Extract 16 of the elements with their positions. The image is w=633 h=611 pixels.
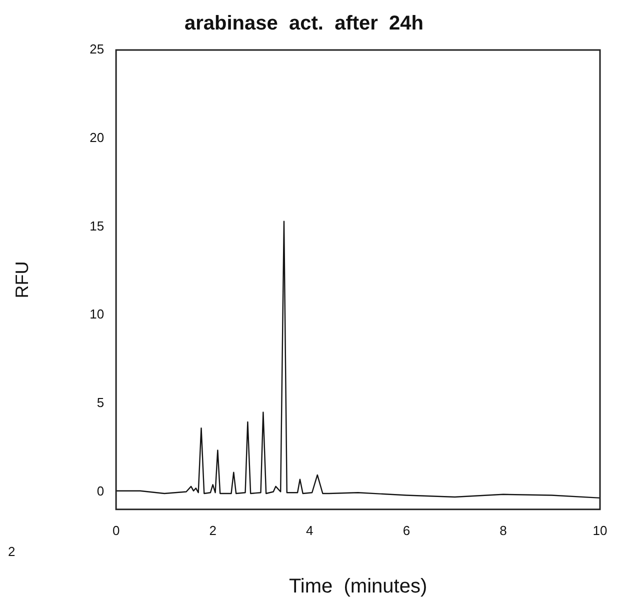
x-tick-label: 10 bbox=[592, 522, 608, 538]
x-tick-label: 8 bbox=[500, 522, 507, 538]
y-axis-title: RFU bbox=[12, 261, 32, 298]
x-axis-title: Time (minutes) bbox=[288, 576, 428, 598]
y-tick-label: 20 bbox=[90, 130, 104, 145]
x-tick-label: 6 bbox=[402, 522, 410, 538]
y-tick-label: 25 bbox=[90, 42, 104, 57]
text: 2 bbox=[8, 544, 16, 559]
y-tick-label: 5 bbox=[96, 394, 104, 410]
chart-title: arabinase act. after 24h bbox=[184, 12, 424, 35]
y-tick-label: 15 bbox=[90, 218, 104, 234]
x-tick-label: 0 bbox=[112, 522, 120, 538]
x-tick-label: 2 bbox=[209, 522, 216, 538]
y-tick-label: 10 bbox=[90, 306, 104, 322]
x-tick-label: 4 bbox=[306, 522, 314, 538]
y-tick-label: 0 bbox=[96, 483, 104, 498]
